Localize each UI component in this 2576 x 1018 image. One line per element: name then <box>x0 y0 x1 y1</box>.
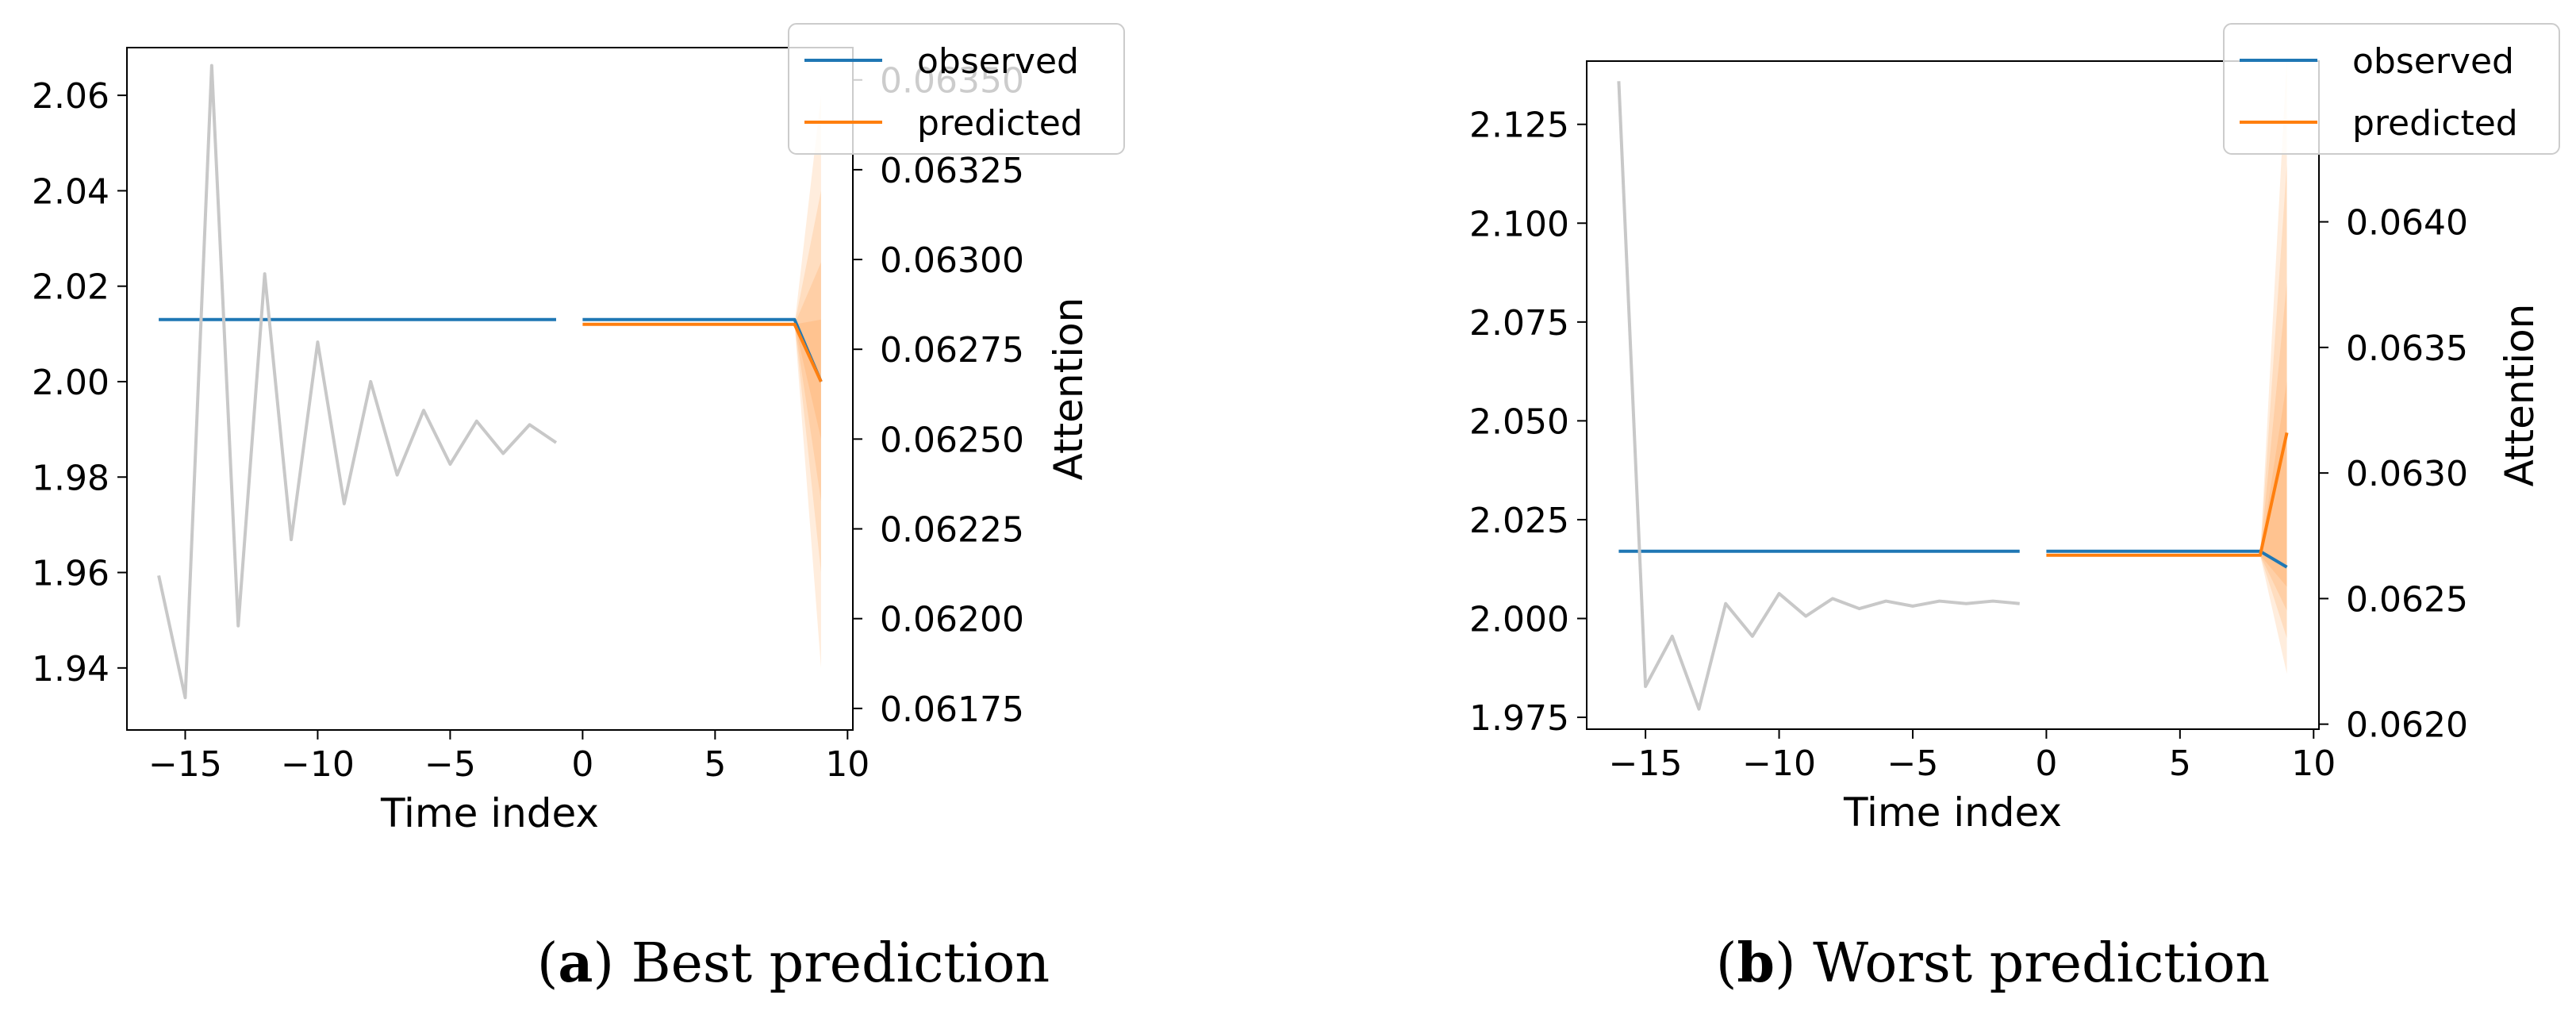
x-tick-label: 10 <box>2291 743 2336 784</box>
legend-label-observed: observed <box>917 41 1079 82</box>
x-tick-label: −10 <box>1742 743 1816 784</box>
prediction-band-3 <box>2259 381 2287 587</box>
prediction-band-3 <box>794 319 821 440</box>
panel-a: −15 −10 −5 0 5 10 1.94 1.96 1.98 2.00 2.02 2.04 2.06… <box>32 23 1125 836</box>
x-tick-label: 0 <box>571 744 593 785</box>
y-tick-label: 2.100 <box>1469 204 1569 244</box>
caption-b-text: Worst prediction <box>1813 932 2270 995</box>
legend: observed predicted <box>2223 23 2560 155</box>
x-tick-label: 5 <box>2169 743 2191 784</box>
y-tick-label: 1.98 <box>32 458 109 498</box>
y2-tick-label: 0.0625 <box>2346 579 2468 620</box>
y-tick-label: 2.000 <box>1469 599 1569 640</box>
caption-a: (a) Best prediction <box>537 932 1050 995</box>
y-tick-label: 2.125 <box>1469 106 1569 146</box>
y-tick-label: 2.06 <box>32 76 109 117</box>
y-tick-label: 2.075 <box>1469 303 1569 344</box>
y2-tick-label: 0.0620 <box>2346 705 2468 746</box>
legend-label-predicted: predicted <box>917 103 1083 144</box>
caption-b-label: b <box>1737 932 1775 995</box>
y-tick-label: 2.04 <box>32 171 109 212</box>
x-tick-label: −5 <box>424 744 476 785</box>
caption-b: (b) Worst prediction <box>1716 932 2270 995</box>
series-attention-line-0 <box>157 63 558 700</box>
y2-tick-label: 0.0630 <box>2346 454 2468 494</box>
x-tick-label: −5 <box>1887 743 1939 784</box>
series-predicted-line-0 <box>2046 432 2289 557</box>
x-axis-label: Time index <box>380 790 599 836</box>
x-tick-label: −15 <box>1609 743 1683 784</box>
series-predicted-line-0 <box>582 322 823 382</box>
axes-frame <box>1586 60 2320 730</box>
series-observed-line-1 <box>582 317 823 382</box>
y2-tick-label: 0.06275 <box>880 330 1024 371</box>
x-tick-label: 10 <box>825 744 870 785</box>
panel-b: −15 −10 −5 0 5 10 1.975 2.000 2.025 2.050 2.075 2.1… <box>1469 23 2560 836</box>
y2-tick-label: 0.06250 <box>880 420 1024 460</box>
y-tick-label: 2.02 <box>32 267 109 308</box>
legend-label-predicted: predicted <box>2352 103 2518 144</box>
prediction-band-0 <box>794 95 821 668</box>
legend-label-observed: observed <box>2352 41 2514 82</box>
series-attention-line-0 <box>1617 81 2020 711</box>
y2-tick-label: 0.0635 <box>2346 328 2468 369</box>
y2-tick-label: 0.06225 <box>880 510 1024 551</box>
caption-a-text: Best prediction <box>632 932 1050 995</box>
y2-axis-label: Attention <box>2497 304 2543 487</box>
y2-tick-label: 0.06300 <box>880 240 1024 281</box>
x-tick-label: −10 <box>281 744 355 785</box>
axes-frame <box>126 47 854 731</box>
plot-area <box>157 63 823 700</box>
y2-tick-label: 0.06325 <box>880 151 1024 191</box>
legend: observed predicted <box>788 23 1125 155</box>
y-tick-label: 2.050 <box>1469 401 1569 442</box>
y-tick-label: 1.975 <box>1469 698 1569 739</box>
y-tick-label: 1.94 <box>32 649 109 690</box>
y-tick-label: 1.96 <box>32 554 109 594</box>
y-tick-label: 2.00 <box>32 363 109 403</box>
y2-axis-label: Attention <box>1046 298 1092 481</box>
prediction-band-2 <box>794 262 821 501</box>
prediction-band-1 <box>794 190 821 573</box>
y2-tick-label: 0.0640 <box>2346 203 2468 244</box>
x-tick-label: −15 <box>148 744 222 785</box>
x-tick-label: 0 <box>2035 743 2057 784</box>
y-tick-label: 2.025 <box>1469 501 1569 541</box>
y2-tick-label: 0.06200 <box>880 600 1024 640</box>
x-axis-label: Time index <box>1843 789 2062 836</box>
caption-a-label: a <box>558 932 593 995</box>
plot-area <box>1617 61 2289 711</box>
y2-tick-label: 0.06175 <box>880 690 1024 730</box>
x-tick-label: 5 <box>704 744 726 785</box>
